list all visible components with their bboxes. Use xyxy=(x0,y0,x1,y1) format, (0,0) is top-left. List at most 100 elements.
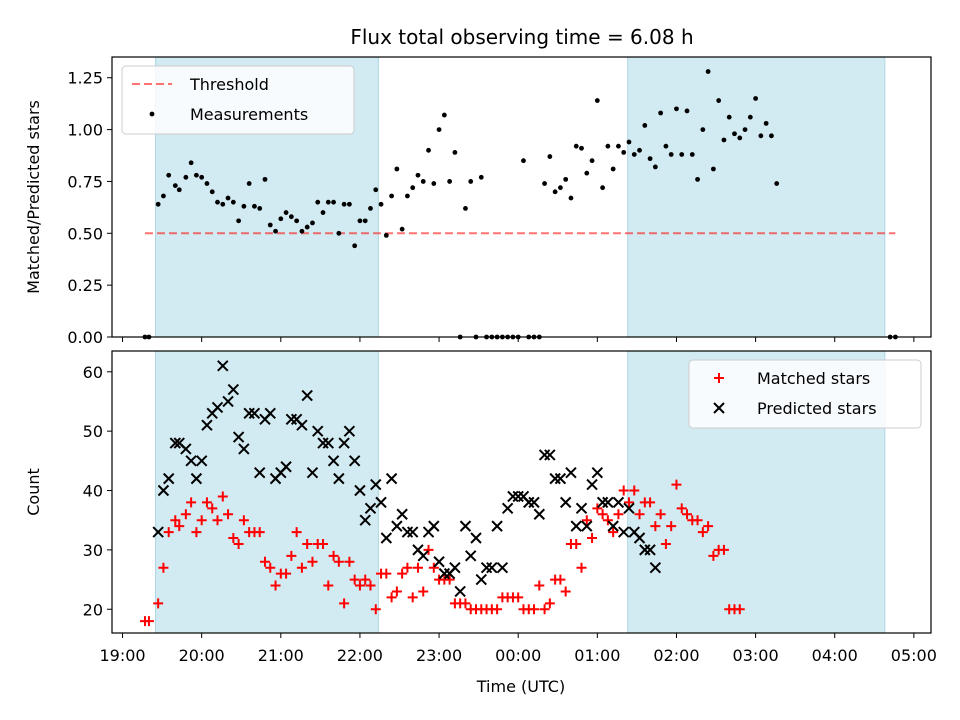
y-tick-label: 60 xyxy=(83,363,103,382)
predicted-star-point xyxy=(454,585,466,598)
matched-star-point xyxy=(323,580,334,591)
predicted-star-point xyxy=(533,508,546,520)
matched-star-point xyxy=(555,574,566,585)
matched-star-point xyxy=(623,497,634,508)
measurement-point xyxy=(679,152,685,157)
measurement-point xyxy=(257,206,263,211)
measurement-point xyxy=(405,193,410,199)
measurement-point xyxy=(747,114,753,120)
legend-predicted-swatch xyxy=(713,402,725,414)
matched-star-point xyxy=(180,509,191,520)
predicted-star-point xyxy=(211,401,224,414)
predicted-star-point xyxy=(312,425,324,437)
measurement-point xyxy=(758,133,764,139)
predicted-star-point xyxy=(417,550,429,562)
measurement-point xyxy=(346,201,352,207)
x-tick-label: 19:00 xyxy=(99,646,145,665)
y-tick-label: 1.25 xyxy=(67,69,103,88)
predicted-star-point xyxy=(623,502,635,515)
chart-title: Flux total observing time = 6.08 h xyxy=(350,25,693,49)
predicted-star-point xyxy=(575,502,588,515)
matched-star-point xyxy=(174,521,185,532)
legend-label: Threshold xyxy=(189,75,269,94)
measurement-point xyxy=(166,172,172,178)
predicted-star-point xyxy=(354,484,366,497)
predicted-star-point xyxy=(523,496,535,509)
matched-star-point xyxy=(318,538,329,549)
matched-star-point xyxy=(534,580,545,591)
measurement-point xyxy=(710,166,716,172)
measurement-point xyxy=(230,199,236,205)
legend-label: Measurements xyxy=(190,105,308,124)
matched-star-point xyxy=(163,527,174,538)
measurement-point xyxy=(732,131,737,137)
predicted-star-point xyxy=(375,496,387,509)
measurement-point xyxy=(161,193,166,199)
predicted-star-point xyxy=(475,573,487,586)
predicted-star-point xyxy=(391,520,403,532)
predicted-star-point xyxy=(280,461,292,473)
matched-star-point xyxy=(676,503,687,514)
measurement-point xyxy=(584,170,590,176)
axes-frame xyxy=(111,350,932,634)
matched-star-point xyxy=(296,562,307,573)
matched-star-point xyxy=(344,556,355,567)
measurement-point xyxy=(378,201,384,207)
predicted-star-point xyxy=(428,520,440,532)
matched-star-point xyxy=(143,616,154,627)
legend-label: Predicted stars xyxy=(757,399,877,418)
measurement-point xyxy=(753,96,758,101)
y-axis-label: Count xyxy=(24,468,43,516)
measurement-point xyxy=(626,139,632,145)
measurement-point xyxy=(637,147,642,153)
measurement-point xyxy=(389,193,394,199)
measurement-point xyxy=(336,230,342,236)
matched-star-point xyxy=(270,580,281,591)
measurement-point xyxy=(563,176,569,182)
measurement-point xyxy=(447,179,453,184)
predicted-star-point xyxy=(496,561,509,574)
matched-star-point xyxy=(428,562,439,573)
measurement-point xyxy=(737,135,743,141)
predicted-star-point xyxy=(491,520,503,532)
predicted-star-point xyxy=(301,389,313,402)
matched-star-point xyxy=(233,538,244,549)
predicted-star-point xyxy=(596,496,609,509)
measurement-point xyxy=(267,222,273,228)
predicted-star-point xyxy=(222,395,234,408)
predicted-star-point xyxy=(480,561,493,574)
measurement-point xyxy=(246,181,252,186)
matched-star-point xyxy=(302,538,313,549)
measurement-point xyxy=(600,185,606,191)
predicted-star-point xyxy=(163,472,175,485)
x-tick-label: 21:00 xyxy=(258,646,304,665)
predicted-star-point xyxy=(449,561,461,574)
measurement-point xyxy=(658,110,664,116)
matched-star-point xyxy=(370,604,381,615)
predicted-star-point xyxy=(238,443,250,455)
measurement-point xyxy=(310,220,315,226)
measurement-point xyxy=(721,137,727,143)
predicted-star-point xyxy=(459,520,472,532)
matched-star-point xyxy=(587,533,598,544)
measurement-point xyxy=(215,199,220,205)
measurement-point xyxy=(362,218,368,224)
matched-star-point xyxy=(423,544,434,555)
matched-star-point xyxy=(407,592,418,603)
predicted-star-point xyxy=(264,407,276,420)
measurement-point xyxy=(705,69,711,74)
matched-star-point xyxy=(158,562,169,573)
measurement-point xyxy=(299,228,305,234)
measurement-point xyxy=(652,164,658,170)
predicted-star-point xyxy=(528,496,540,509)
matched-star-point xyxy=(397,568,408,579)
matched-star-point xyxy=(412,562,423,573)
measurement-point xyxy=(415,172,421,178)
y-axis-label: Matched/Predicted stars xyxy=(24,100,43,294)
y-tick-label: 50 xyxy=(83,422,103,441)
predicted-star-point xyxy=(338,437,350,449)
measurement-point xyxy=(373,187,379,193)
predicted-star-point xyxy=(152,526,164,538)
measurement-point xyxy=(521,158,526,164)
measurement-point xyxy=(610,166,616,172)
